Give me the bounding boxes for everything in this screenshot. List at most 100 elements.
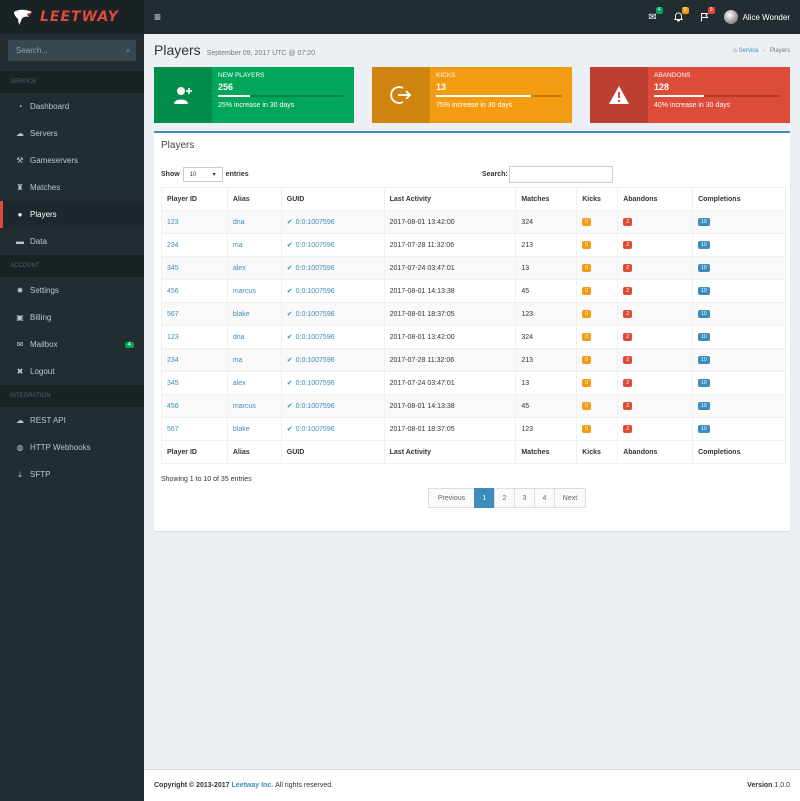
player-id-link[interactable]: 456: [167, 402, 179, 410]
guid-link[interactable]: 0:0:1007596: [295, 242, 335, 249]
page-3-button[interactable]: 3: [514, 488, 535, 508]
messages-button[interactable]: ✉ 4: [640, 6, 666, 23]
sidebar-item-gameservers[interactable]: ⚒ Gameservers: [0, 147, 144, 174]
alias-link[interactable]: marcus: [232, 402, 256, 410]
players-table: Player ID Alias GUID Last Activity Matches Ki…: [161, 187, 786, 464]
sidebar-search-input[interactable]: [16, 46, 126, 55]
alias-link[interactable]: ma: [232, 241, 243, 249]
header-row: Player ID Alias GUID Last Activity Matches Ki…: [161, 187, 786, 211]
player-id-link[interactable]: 567: [167, 425, 179, 433]
alias-link[interactable]: blake: [232, 425, 250, 433]
company-link[interactable]: Leetway Inc.: [231, 782, 274, 789]
player-id-link[interactable]: 345: [167, 264, 179, 272]
sidebar-item-rest-api[interactable]: ☁ REST API: [0, 407, 144, 434]
top-navbar: LEETWAY ≡ ✉ 4 5 9 Alice Wonder: [0, 0, 800, 34]
stat-label: NEW PLAYERS: [218, 72, 265, 79]
users-icon: ●: [17, 210, 23, 219]
guid-link[interactable]: 0:0:1007596: [295, 265, 335, 272]
alias-link[interactable]: dna: [232, 218, 245, 226]
guid-link[interactable]: 0:0:1007596: [295, 334, 335, 341]
cell-completions: 10: [692, 325, 786, 349]
player-id-link[interactable]: 234: [167, 356, 179, 364]
cell-alias: dna: [226, 325, 282, 349]
sidebar-item-label: Data: [30, 237, 47, 246]
guid-link[interactable]: 0:0:1007596: [295, 357, 335, 364]
sidebar-item-servers[interactable]: ☁ Servers: [0, 120, 144, 147]
guid-link[interactable]: 0:0:1007596: [295, 426, 335, 433]
completions-badge: 10: [698, 310, 710, 318]
search-icon[interactable]: ⌕: [126, 45, 131, 55]
page-2-button[interactable]: 2: [494, 488, 515, 508]
sidebar-item-http-webhooks[interactable]: ◍ HTTP Webhooks: [0, 434, 144, 461]
column-header[interactable]: Last Activity: [383, 187, 517, 211]
column-header[interactable]: GUID: [280, 187, 385, 211]
cell-last: 2017-08-01 18:37:05: [383, 302, 517, 326]
user-menu[interactable]: Alice Wonder: [723, 10, 790, 24]
matches-value: 213: [521, 241, 534, 249]
cell-last: 2017-08-01 13:42:00: [383, 325, 517, 349]
column-header[interactable]: Matches: [515, 187, 578, 211]
guid-link[interactable]: 0:0:1007596: [295, 219, 335, 226]
table-search-input[interactable]: [508, 166, 613, 183]
alias-link[interactable]: dna: [232, 333, 245, 341]
player-id-link[interactable]: 456: [167, 287, 179, 295]
guid-link[interactable]: 0:0:1007596: [295, 311, 335, 318]
trophy-icon: ♜: [16, 183, 24, 192]
cell-last: 2017-07-28 11:32:06: [383, 348, 517, 372]
column-header[interactable]: Alias: [226, 187, 282, 211]
page-1-button[interactable]: 1: [474, 488, 495, 508]
last-value: 2017-07-24 03:47:01: [389, 379, 455, 387]
cell-id: 234: [161, 348, 228, 372]
sidebar-item-billing[interactable]: ▣ Billing: [0, 304, 144, 331]
cell-matches: 213: [515, 348, 578, 372]
alias-link[interactable]: marcus: [232, 287, 256, 295]
page-length-select[interactable]: 10 ▾: [182, 167, 223, 182]
matches-value: 13: [521, 264, 530, 272]
page-4-button[interactable]: 4: [534, 488, 555, 508]
sidebar-toggle-icon[interactable]: ≡: [154, 10, 162, 24]
sidebar-item-settings[interactable]: ✹ Settings: [0, 277, 144, 304]
column-header: GUID: [280, 440, 385, 464]
notifications-button[interactable]: 5: [666, 7, 692, 22]
guid-link[interactable]: 0:0:1007596: [295, 380, 335, 387]
next-page-button[interactable]: Next: [554, 488, 586, 508]
player-id-link[interactable]: 123: [167, 218, 179, 226]
sidebar-item-sftp[interactable]: ⤓ SFTP: [0, 461, 144, 488]
guid-link[interactable]: 0:0:1007596: [295, 288, 335, 295]
alias-link[interactable]: alex: [232, 264, 246, 272]
page-subtitle: September 09, 2017 UTC @ 07:20: [206, 50, 315, 57]
sidebar-item-players[interactable]: ● Players: [0, 201, 144, 228]
sidebar-item-data[interactable]: ▬ Data: [0, 228, 144, 255]
sidebar-item-logout[interactable]: ✖ Logout: [0, 358, 144, 385]
steam-icon: ✔: [286, 288, 293, 295]
guid-link[interactable]: 0:0:1007596: [295, 403, 335, 410]
page-title: Players: [154, 42, 201, 58]
previous-page-button[interactable]: Previous: [428, 488, 475, 508]
player-id-link[interactable]: 234: [167, 241, 179, 249]
column-header[interactable]: Kicks: [576, 187, 619, 211]
column-header[interactable]: Completions: [692, 187, 786, 211]
player-id-link[interactable]: 345: [167, 379, 179, 387]
alias-link[interactable]: ma: [232, 356, 243, 364]
sidebar-search: ⌕: [8, 40, 136, 61]
player-id-link[interactable]: 123: [167, 333, 179, 341]
stat-value: 13: [436, 82, 447, 92]
column-header[interactable]: Player ID: [161, 187, 228, 211]
alias-link[interactable]: alex: [232, 379, 246, 387]
kicks-badge: 0: [582, 241, 592, 249]
steam-icon: ✔: [286, 334, 293, 341]
column-header[interactable]: Abandons: [617, 187, 694, 211]
breadcrumb-service[interactable]: Service: [738, 48, 759, 54]
alias-link[interactable]: blake: [232, 310, 250, 318]
sidebar-item-dashboard[interactable]: ◔ Dashboard: [0, 93, 144, 120]
sidebar-item-label: Servers: [30, 129, 58, 138]
brand[interactable]: LEETWAY: [0, 0, 144, 34]
column-header: Alias: [226, 440, 282, 464]
tasks-button[interactable]: 9: [692, 7, 718, 22]
player-id-link[interactable]: 567: [167, 310, 179, 318]
breadcrumb-separator: ›: [763, 48, 766, 54]
sidebar-item-mailbox[interactable]: ✉ Mailbox 4: [0, 331, 144, 358]
tasks-badge: 9: [707, 7, 715, 14]
cell-guid: ✔ 0:0:1007596: [280, 302, 385, 326]
sidebar-item-matches[interactable]: ♜ Matches: [0, 174, 144, 201]
